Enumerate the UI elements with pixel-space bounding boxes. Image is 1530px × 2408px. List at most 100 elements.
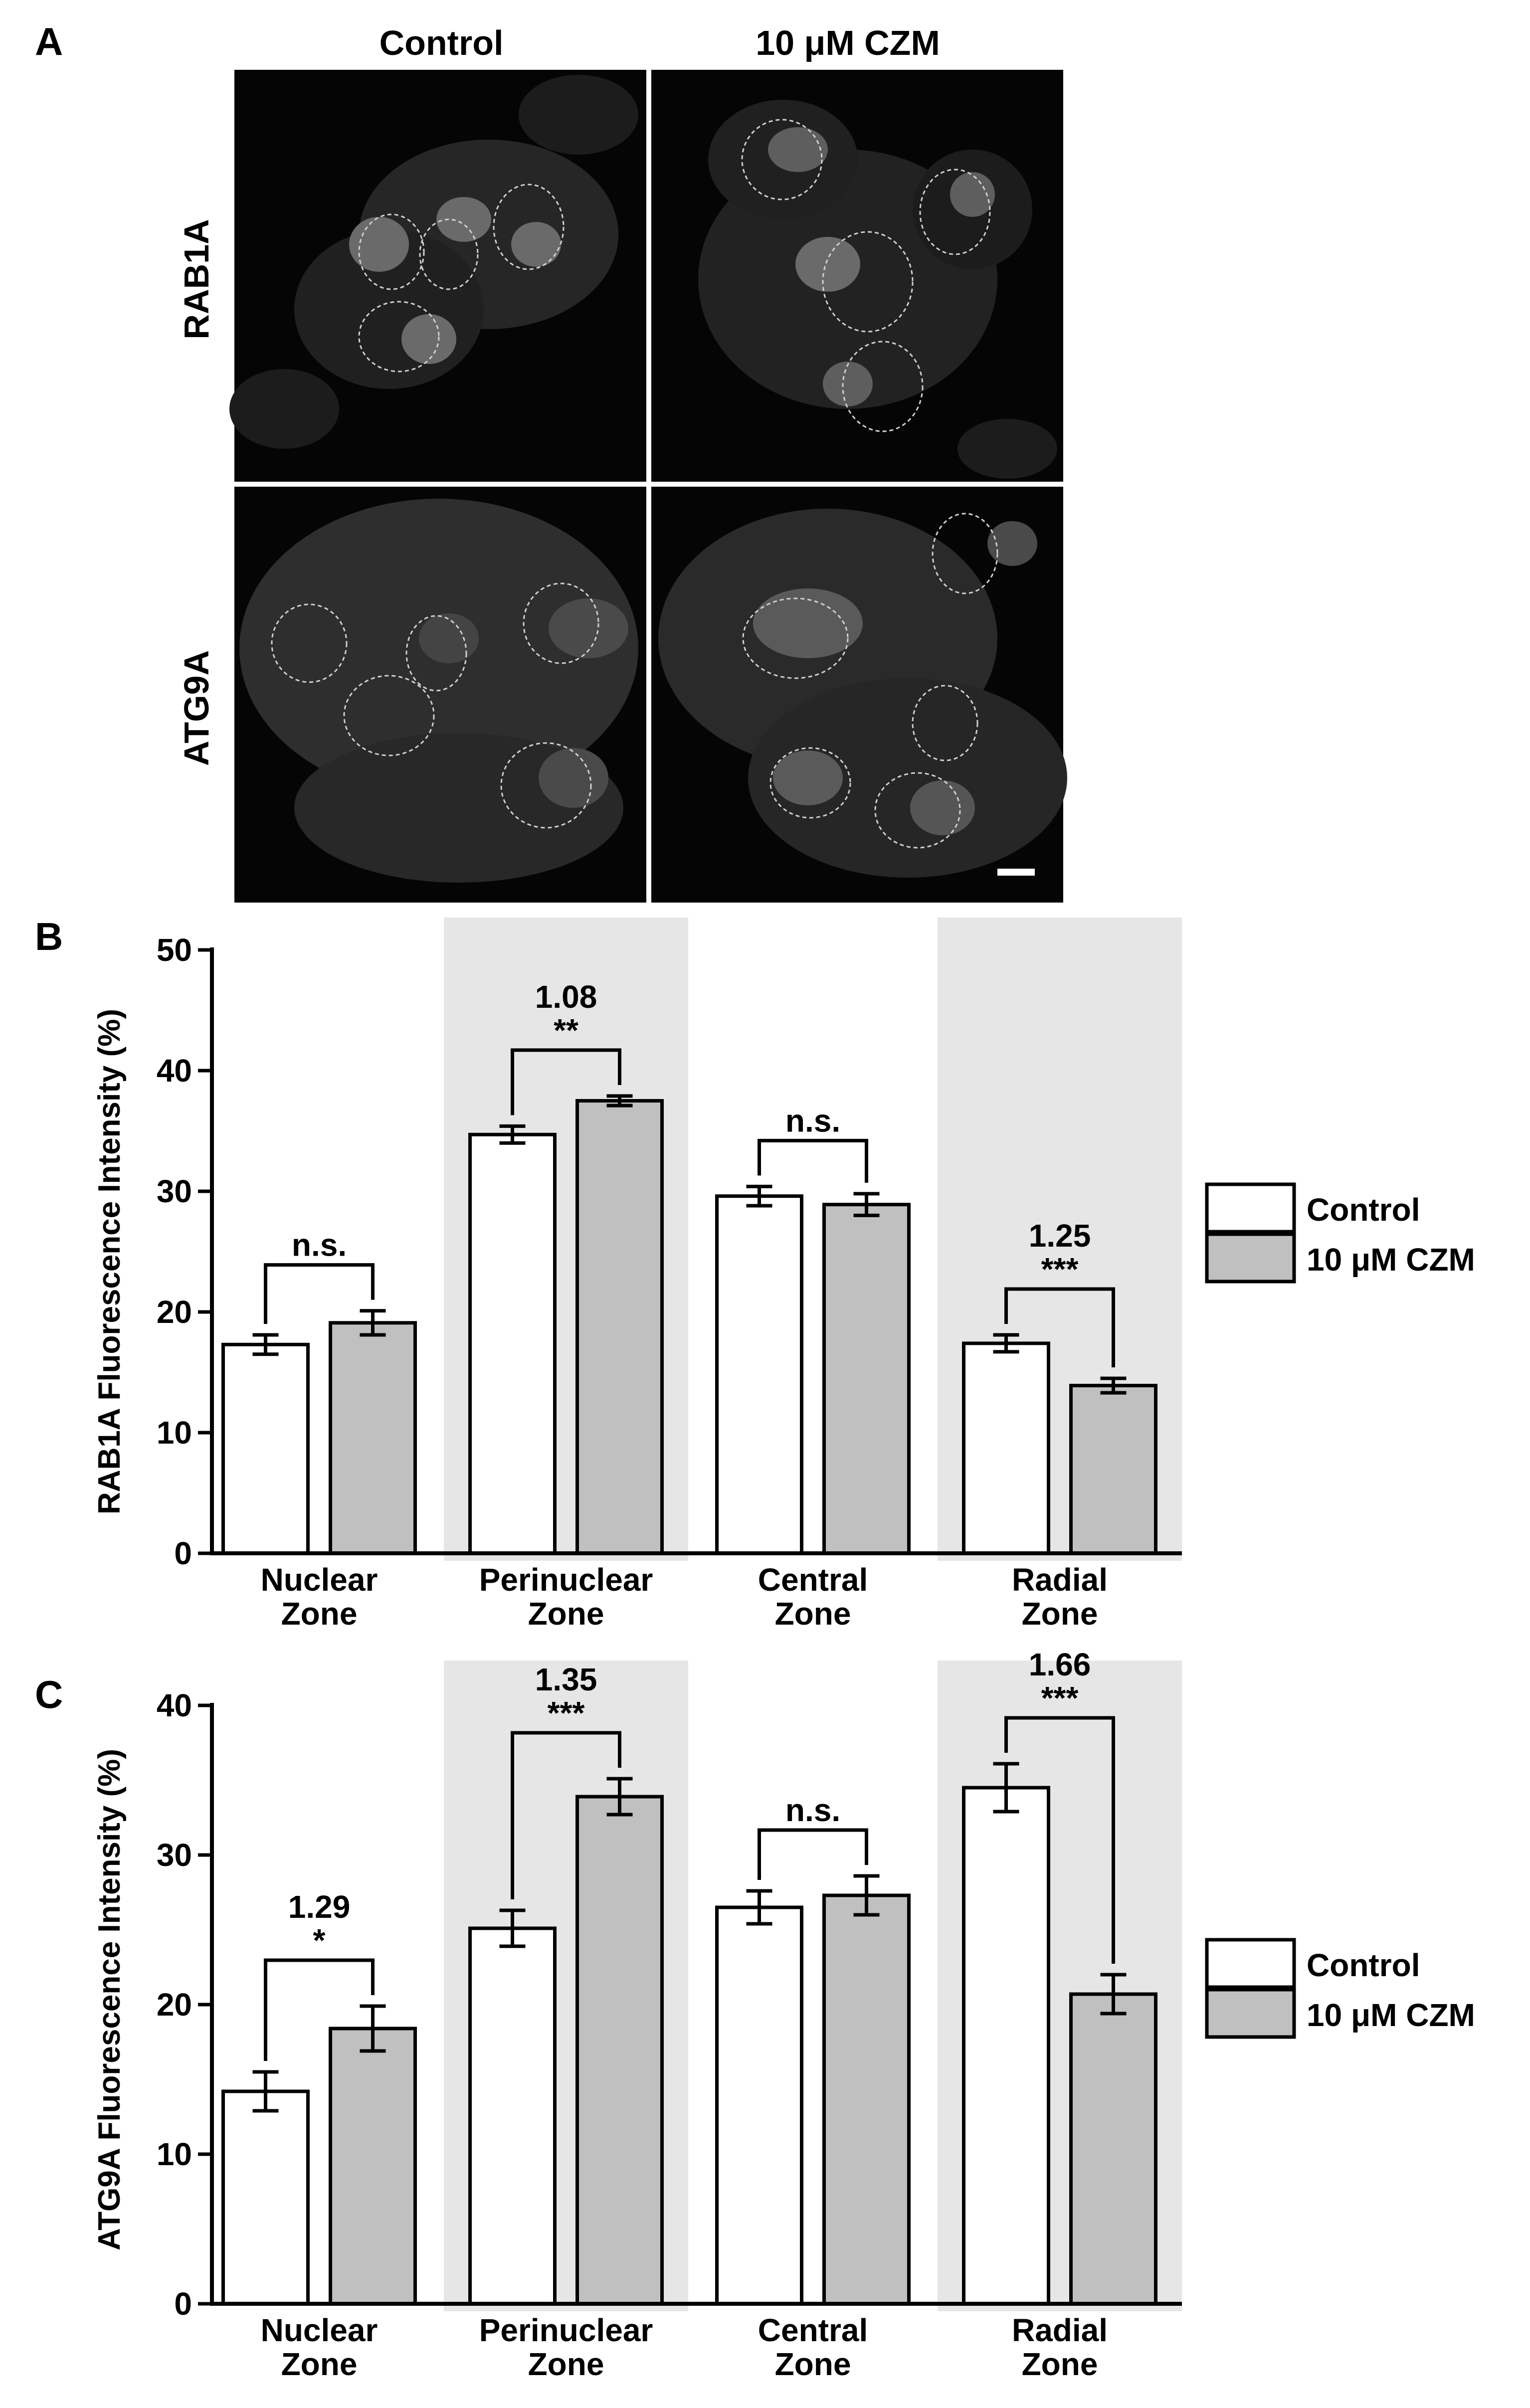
y-tick-label: 40	[157, 1687, 192, 1723]
significance-bracket	[264, 1958, 375, 2061]
nucleus-outline	[271, 603, 348, 683]
x-category-label: Zone	[1022, 1596, 1098, 1632]
nucleus-outline	[523, 582, 599, 664]
x-category-label: Central	[758, 1562, 868, 1598]
column-header-control: Control	[380, 23, 504, 62]
bar-control	[962, 1786, 1050, 2306]
perinuclear-signal	[436, 197, 491, 242]
y-tick-label: 20	[157, 1294, 192, 1330]
chart-b: B RAB1A Fluorescence Intensity (%) 0 10 20…	[35, 915, 1475, 1632]
panel-c-label: C	[35, 1672, 63, 1716]
perinuclear-signal	[349, 217, 409, 272]
perinuclear-signal	[511, 222, 561, 267]
cell-region	[957, 419, 1057, 479]
nucleus-outline	[919, 169, 991, 255]
bar-control	[962, 1341, 1050, 1555]
significance-marker: ***	[1041, 1680, 1079, 1716]
nucleus-outline	[493, 184, 565, 270]
legend-label-czm: 10 μM CZM	[1307, 1242, 1475, 1278]
scale-bar	[997, 869, 1035, 876]
y-tick-label: 10	[157, 2136, 192, 2172]
nucleus-outline	[405, 615, 467, 692]
y-tick-label: 20	[157, 1987, 192, 2023]
significance-bracket	[511, 1048, 621, 1115]
significance-marker: ***	[548, 1695, 585, 1731]
perinuclear-signal	[950, 172, 995, 217]
nucleus-outline	[742, 597, 849, 679]
bar-czm	[575, 1099, 664, 1555]
perinuclear-signal	[910, 780, 975, 835]
x-category-label: Radial	[1012, 2312, 1108, 2348]
nucleus-outline	[741, 119, 823, 200]
perinuclear-signal	[539, 748, 608, 808]
nucleus-outline	[419, 218, 479, 290]
fold-change-label: 1.25	[1029, 1218, 1091, 1254]
y-axis-label: RAB1A Fluorescence Intensity (%)	[92, 1009, 127, 1514]
legend-swatch-control	[1205, 1182, 1296, 1234]
x-category-label: Central	[758, 2312, 868, 2348]
bar-control	[221, 2089, 310, 2306]
significance-bracket	[758, 1138, 868, 1183]
y-tick-label: 30	[157, 1837, 192, 1873]
nucleus-outline	[769, 747, 851, 819]
micrograph-grid	[229, 70, 1067, 903]
nucleus-outline	[500, 742, 592, 829]
nucleus-outline	[842, 341, 924, 432]
column-header-czm: 10 μM CZM	[756, 23, 940, 62]
micrograph-atg9a-control	[234, 487, 646, 903]
perinuclear-signal	[753, 588, 863, 658]
cell-region	[519, 75, 638, 155]
significance-bracket	[758, 1828, 868, 1880]
significance-bracket	[1004, 1716, 1115, 1964]
row-label-rab1a: RAB1A	[177, 219, 216, 339]
y-tick-label: 30	[157, 1173, 192, 1209]
y-tick-label: 40	[157, 1053, 192, 1089]
perinuclear-signal	[549, 598, 628, 658]
y-tick-label: 0	[174, 2286, 192, 2322]
row-label-atg9a: ATG9A	[177, 650, 216, 766]
legend-swatch-czm	[1205, 1988, 1296, 2039]
bar-czm	[329, 1321, 417, 1555]
perinuclear-signal	[773, 750, 843, 805]
bar-control	[715, 1194, 803, 1555]
x-category-label: Perinuclear	[479, 2312, 653, 2348]
bar-czm	[329, 2027, 417, 2306]
fold-change-label: 1.35	[535, 1662, 597, 1697]
panel-a-label: A	[35, 19, 63, 63]
x-category-label: Zone	[528, 2346, 604, 2382]
significance-marker: n.s.	[785, 1792, 840, 1828]
nucleus-outline	[343, 675, 435, 756]
fold-change-label: 1.29	[288, 1889, 351, 1925]
x-category-label: Radial	[1012, 1562, 1108, 1598]
perinuclear-signal	[823, 362, 873, 406]
significance-marker: n.s.	[292, 1227, 347, 1263]
micrograph-rab1a-control	[229, 70, 646, 482]
y-tick-label: 0	[174, 1535, 192, 1571]
y-tick-label: 50	[157, 932, 192, 968]
x-category-label: Zone	[281, 2346, 358, 2382]
micrograph-atg9a-czm	[651, 487, 1067, 903]
x-category-label: Zone	[528, 1596, 604, 1632]
nucleus-outline	[822, 231, 914, 333]
panel-b-label: B	[35, 915, 63, 958]
significance-bracket	[1004, 1287, 1115, 1368]
x-category-label: Zone	[281, 1596, 358, 1632]
bar-control	[468, 1132, 557, 1555]
perinuclear-signal	[401, 314, 456, 364]
y-tick-label: 10	[157, 1415, 192, 1451]
y-axis-label: ATG9A Fluorescence Intensity (%)	[92, 1749, 127, 2250]
x-category-label: Zone	[775, 1596, 851, 1632]
significance-bracket	[511, 1731, 621, 1899]
x-category-label: Zone	[775, 2346, 851, 2382]
micrograph-rab1a-czm	[651, 70, 1063, 482]
bar-czm	[822, 1203, 911, 1555]
fold-change-label: 1.66	[1029, 1647, 1091, 1682]
cell-region	[229, 369, 339, 449]
legend-label-control: Control	[1307, 1192, 1420, 1228]
perinuclear-signal	[768, 127, 828, 172]
chart-c: C ATG9A Fluorescence Intensity (%) 0 10 20…	[35, 1647, 1475, 2382]
legend-label-czm: 10 μM CZM	[1307, 1997, 1475, 2033]
significance-marker: *	[313, 1922, 326, 1958]
x-category-label: Zone	[1022, 2346, 1098, 2382]
